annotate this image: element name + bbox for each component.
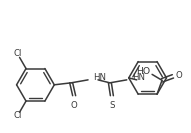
Text: Cl: Cl [13, 49, 22, 59]
Text: HN: HN [93, 73, 106, 82]
Text: HO: HO [136, 67, 150, 76]
Text: O: O [71, 101, 78, 110]
Text: O: O [176, 71, 183, 80]
Text: HN: HN [132, 73, 145, 82]
Text: S: S [109, 101, 115, 110]
Text: Cl: Cl [13, 111, 22, 120]
